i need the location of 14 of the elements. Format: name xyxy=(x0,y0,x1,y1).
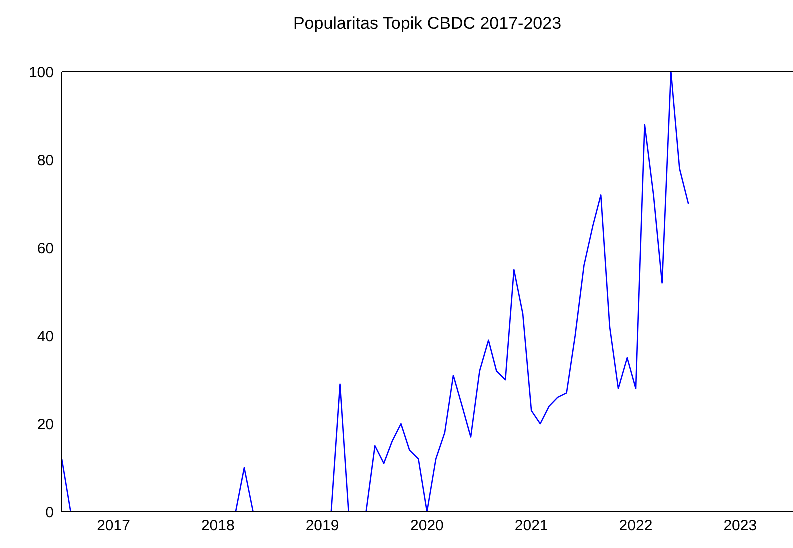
x-tick-label: 2022 xyxy=(619,518,653,535)
y-tick-label: 60 xyxy=(37,240,54,258)
x-tick-label: 2019 xyxy=(306,518,340,535)
x-tick-label: 2017 xyxy=(97,518,130,535)
y-tick-label: 20 xyxy=(37,416,54,434)
x-tick-label: 2021 xyxy=(514,518,548,535)
x-tick-label: 2023 xyxy=(724,518,758,535)
y-tick-label: 0 xyxy=(46,504,54,522)
x-tick-label: 2018 xyxy=(201,518,235,535)
y-tick-label: 40 xyxy=(37,328,54,346)
y-tick-label: 100 xyxy=(28,64,54,82)
y-tick-label: 80 xyxy=(37,152,54,170)
x-tick-label: 2020 xyxy=(410,518,444,535)
chart-title: Popularitas Topik CBDC 2017-2023 xyxy=(292,14,563,34)
